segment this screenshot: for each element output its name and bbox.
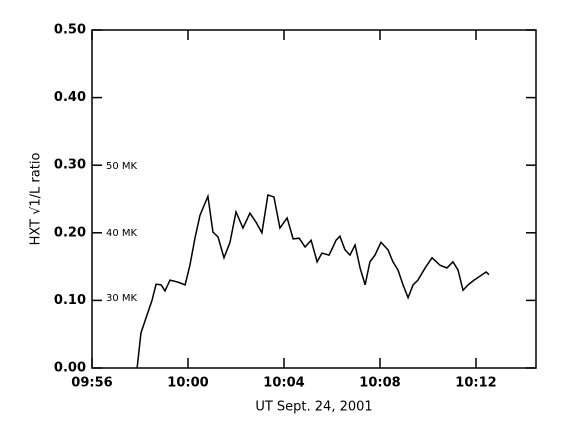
- data-line: [136, 193, 490, 369]
- y-tick-label: 0.00: [54, 361, 86, 376]
- annotation: 30 MK: [106, 293, 138, 304]
- x-tick-label: 10:04: [263, 376, 304, 391]
- x-tick-label: 09:56: [71, 376, 112, 391]
- annotation: 40 MK: [106, 228, 138, 239]
- y-tick-label: 0.30: [54, 158, 86, 173]
- annotation: 50 MK: [106, 161, 138, 172]
- x-tick-label: 10:00: [167, 376, 208, 391]
- plot-frame: [91, 29, 537, 369]
- y-axis-title: HXT √1/L ratio: [29, 153, 44, 246]
- x-tick-label: 10:12: [455, 376, 496, 391]
- x-tick-label: 10:08: [359, 376, 400, 391]
- y-tick-label: 0.10: [54, 293, 86, 308]
- y-tick-label: 0.40: [54, 90, 86, 105]
- x-axis-title: UT Sept. 24, 2001: [255, 400, 372, 415]
- y-tick-label: 0.50: [54, 23, 86, 38]
- y-tick-label: 0.20: [54, 225, 86, 240]
